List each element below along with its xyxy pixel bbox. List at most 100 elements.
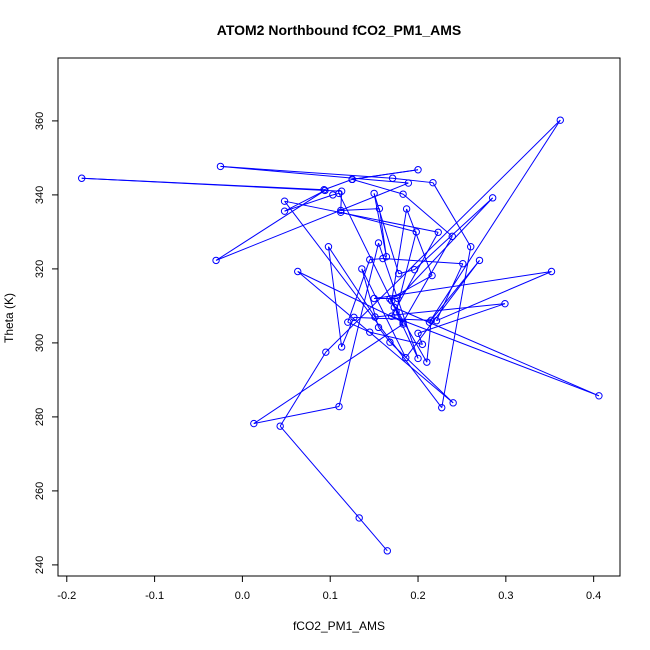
data-point [448,232,456,241]
data-point [412,228,420,236]
series-segment [402,193,453,237]
data-point [280,197,289,205]
series-segment [397,197,494,299]
series-segment [347,259,371,323]
series-segment [353,316,432,321]
data-point [425,318,434,326]
data-point [410,265,419,274]
data-point [390,303,399,312]
series-segment [389,341,454,404]
data-point [322,348,330,356]
series-segment [436,271,552,322]
series-segment [215,190,326,261]
y-axis-label: Theta (K) [2,293,16,343]
data-point [379,254,387,263]
data-point [216,162,225,171]
x-tick-label: -0.1 [145,590,164,602]
series-segment [417,333,423,345]
data-point [438,403,446,412]
series-segment [361,268,379,328]
series-segment [279,425,360,519]
series-segment [378,242,419,359]
data-point [358,265,366,273]
series-segment [394,306,600,397]
y-tick-label: 340 [34,186,46,204]
data-point [459,260,467,268]
x-axis-label: fCO2_PM1_AMS [293,619,385,633]
y-tick-label: 360 [34,112,46,130]
data-point [388,174,397,182]
series-segment [341,317,355,348]
data-point [335,189,343,198]
series-segment [358,517,388,552]
data-point [428,271,436,280]
data-point [427,316,435,325]
data-point [366,255,374,264]
series-segment [253,323,404,424]
series-segment [406,208,433,276]
data-point [335,402,343,411]
data-point [467,243,475,251]
data-point [402,354,410,362]
data-point [280,207,289,215]
series-segment [392,177,434,184]
data-point [212,256,220,265]
data-point [449,399,457,407]
series-segment [382,258,463,265]
series-segment [389,298,395,308]
data-point [294,267,302,276]
data-point [386,295,394,303]
data-point [414,329,422,337]
data-point [337,208,345,216]
data-point [402,205,411,213]
series-segment [81,177,342,192]
series-layer [78,116,603,555]
data-point [374,239,383,247]
data-point [78,174,86,182]
y-tick-label: 240 [34,556,46,574]
data-point [350,313,358,322]
series-segment [297,271,404,323]
series-segment [429,119,561,323]
y-axis: 240 260 280 300 320 340 360 [34,112,59,574]
series-segment [426,320,432,363]
data-point [321,186,329,195]
data-point [399,190,407,198]
series-segment [220,165,409,184]
series-segment [391,232,439,317]
series-segment [338,193,404,325]
x-axis: -0.2 -0.1 0.0 0.1 0.2 0.3 0.4 [57,575,601,602]
data-point [374,323,383,332]
y-tick-label: 300 [34,334,46,352]
data-point [383,547,391,555]
series-segment [417,303,506,334]
data-point [414,166,422,174]
series-segment [402,236,453,323]
series-segment [338,242,380,407]
data-point [324,243,333,251]
series-segment [436,263,464,321]
data-point [501,299,509,308]
plot-area-frame [57,57,621,577]
y-tick-label: 320 [34,260,46,278]
series-segment [253,406,340,425]
series-segment [369,331,423,345]
chart-title: ATOM2 Northbound fCO2_PM1_AMS [217,22,462,38]
data-point [370,294,378,303]
x-tick-label: 0.1 [323,590,338,602]
data-point [399,320,407,328]
series-segment [323,178,353,191]
data-point [320,186,328,194]
data-point [414,354,422,363]
data-point [344,318,352,326]
data-point [370,189,378,198]
series-segment [352,169,419,180]
data-point [371,313,379,321]
data-point [395,270,403,278]
data-point [366,328,374,336]
data-point [387,312,396,320]
x-tick-label: 0.2 [410,590,425,602]
series-segment [340,211,417,233]
series-segment [284,200,439,233]
series-segment [284,194,334,212]
